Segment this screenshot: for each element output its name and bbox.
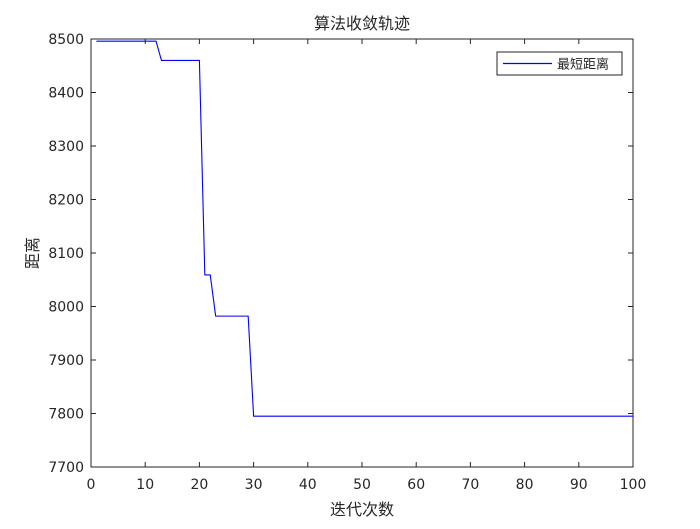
x-tick-label: 50 <box>353 477 371 493</box>
x-tick-label: 90 <box>570 477 588 493</box>
x-tick-label: 10 <box>136 477 154 493</box>
y-tick-label: 8400 <box>48 86 84 102</box>
data-point <box>210 274 211 275</box>
data-point <box>632 416 633 417</box>
x-tick-label: 70 <box>461 477 479 493</box>
x-tick-label: 60 <box>407 477 425 493</box>
x-tick-label: 0 <box>87 477 96 493</box>
axes-box <box>90 38 634 468</box>
y-tick-label: 7700 <box>48 460 84 476</box>
data-point <box>199 60 200 61</box>
legend-label: 最短距离 <box>557 57 609 73</box>
x-tick-label: 80 <box>516 477 534 493</box>
x-tick-label: 100 <box>620 477 647 493</box>
x-axis-title: 迭代次数 <box>330 500 394 519</box>
y-tick-label: 7900 <box>48 353 84 369</box>
data-point <box>161 60 162 61</box>
series-line-0 <box>96 40 633 417</box>
y-tick-label: 8500 <box>48 32 84 48</box>
x-tick-label: 20 <box>190 477 208 493</box>
data-point <box>215 316 216 317</box>
y-tick-label: 8300 <box>48 139 84 155</box>
data-point <box>96 41 97 42</box>
legend-box <box>496 51 623 76</box>
chart-title: 算法收敛轨迹 <box>314 14 410 33</box>
y-tick-label: 7800 <box>48 407 84 423</box>
x-tick-label: 40 <box>299 477 317 493</box>
y-tick-label: 8100 <box>48 246 84 262</box>
legend: 最短距离 <box>496 51 623 76</box>
data-point <box>155 41 156 42</box>
x-tick-label: 30 <box>245 477 263 493</box>
data-point <box>248 316 249 317</box>
data-point <box>253 416 254 417</box>
y-axis-title: 距离 <box>23 237 42 269</box>
data-point <box>204 274 205 275</box>
y-tick-label: 8000 <box>48 300 84 316</box>
plot-area: 0 10 20 30 40 50 60 70 80 90 100 7700 7800 7900 8000 81… <box>48 32 646 493</box>
y-tick-label: 8200 <box>48 193 84 209</box>
